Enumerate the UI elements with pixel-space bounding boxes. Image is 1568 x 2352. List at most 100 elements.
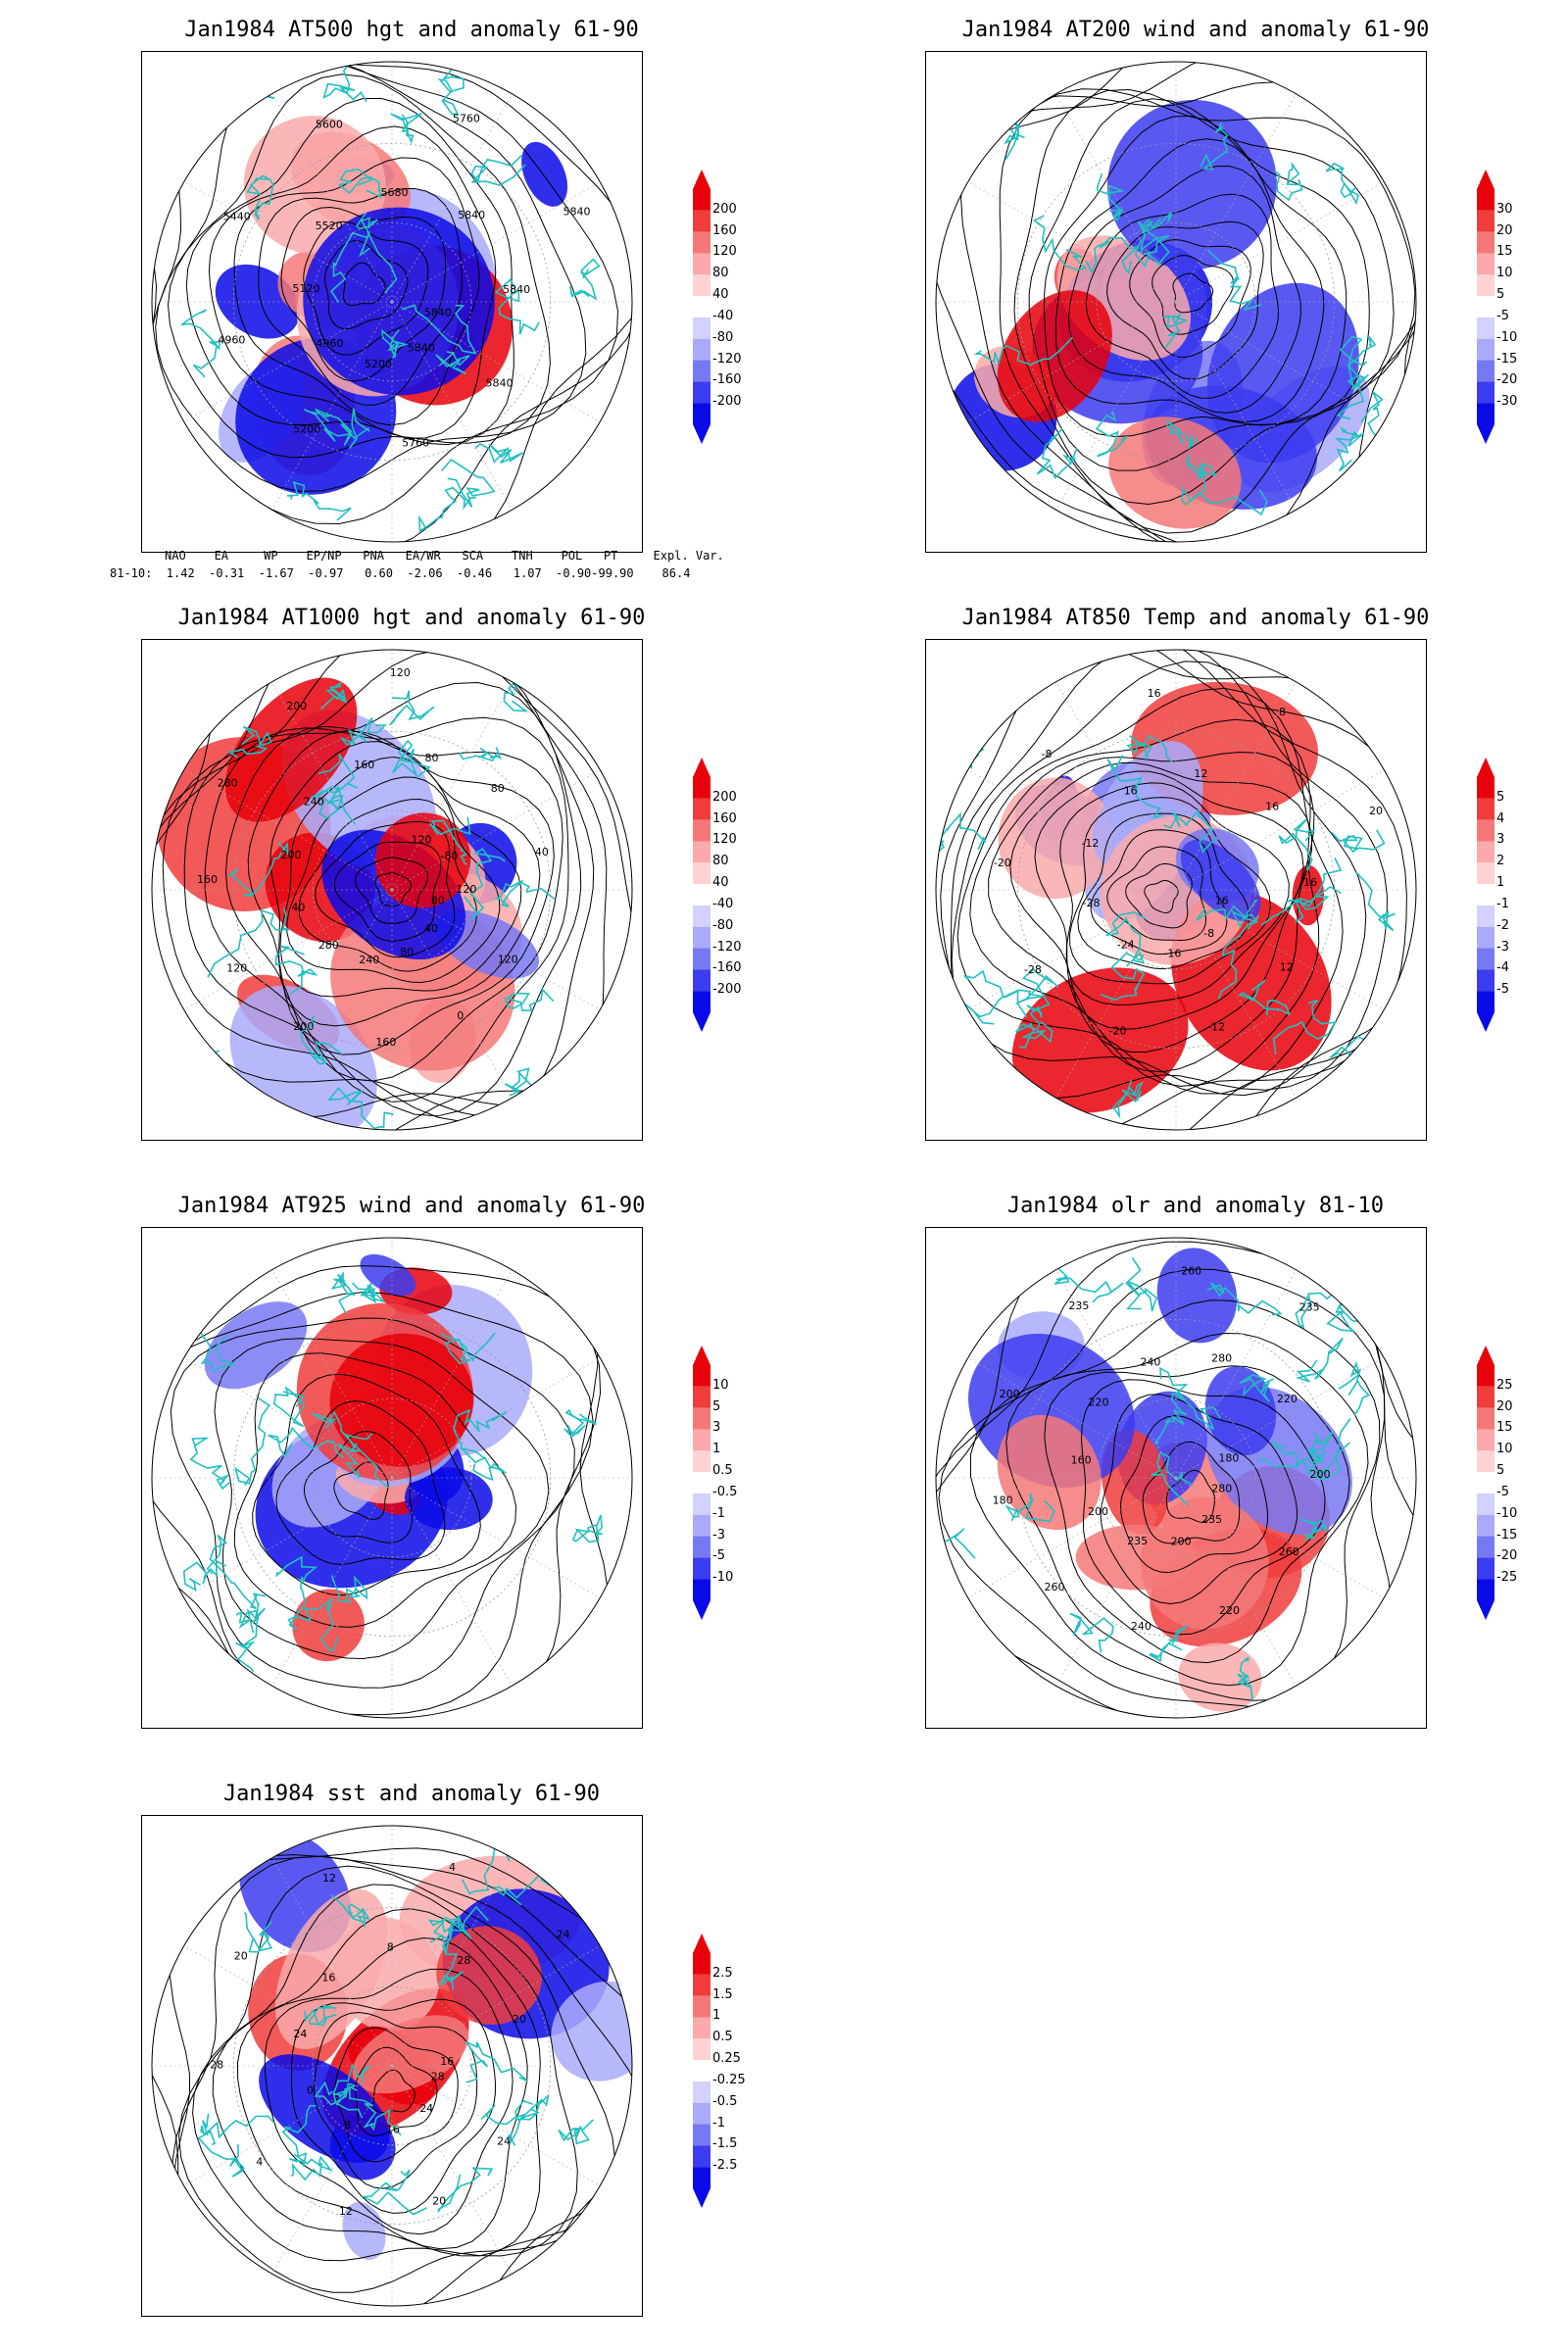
coastline: [1014, 1020, 1054, 1050]
colorbar-label: -120: [712, 939, 742, 955]
coastline: [439, 1937, 465, 1990]
coastline: [453, 1408, 508, 1448]
coastline: [459, 1446, 507, 1482]
contour-line: [183, 681, 582, 1117]
contour-line: [303, 220, 429, 356]
coastline: [332, 2062, 371, 2106]
contour-label: 5840: [564, 205, 591, 218]
coastline: [470, 154, 526, 186]
coastline: [962, 969, 1004, 1025]
contour-label: 220: [1089, 1396, 1109, 1409]
coastline: [200, 2113, 275, 2139]
colorbar-swatch: [693, 1953, 710, 1975]
coastline: [1100, 952, 1146, 1002]
contour-line: [372, 2069, 416, 2114]
contour-label: 160: [1071, 1453, 1092, 1466]
colorbar-swatch: [1477, 948, 1494, 970]
contour-label: 4960: [218, 334, 245, 347]
contour-label: 5840: [486, 377, 514, 390]
contour-line: [252, 1373, 481, 1596]
colorbar-label: -120: [712, 351, 742, 367]
colorbar-swatch: [1477, 381, 1494, 404]
coastline: [936, 811, 987, 854]
colorbar-label: -2.5: [712, 2158, 738, 2174]
coastline: [392, 739, 431, 779]
coastline: [494, 278, 540, 335]
contour-label: 12: [339, 2205, 353, 2218]
coastline: [459, 747, 502, 762]
coastline: [1237, 1656, 1253, 1701]
contour-label: 5760: [402, 437, 429, 450]
colorbar-swatch: [693, 1493, 710, 1515]
colorbar-label: 120: [712, 832, 737, 848]
colorbar-swatch: [693, 926, 710, 949]
contour-line: [1172, 272, 1214, 314]
colorbar-label: 5: [1496, 1463, 1505, 1479]
colorbar-swatch: [693, 338, 710, 361]
colorbar-swatch: [693, 841, 710, 863]
contour-label: 240: [304, 796, 324, 808]
coastline: [435, 351, 470, 375]
colorbar-swatch: [1477, 189, 1494, 211]
coastline: [1270, 1418, 1351, 1478]
contour-label: 24: [419, 2102, 433, 2115]
colorbar: 200 160 120 80 40 -40 -80 -120 -160 -200: [691, 170, 742, 448]
colorbar-swatch: [693, 1579, 710, 1600]
contour-line: [212, 1908, 541, 2257]
colorbar-label: -5: [1496, 982, 1509, 998]
contour-line: [247, 730, 555, 1055]
coastline: [571, 1514, 603, 1544]
contour-line: [1119, 1414, 1268, 1574]
colorbar-swatch: [1477, 231, 1494, 254]
coastline: [1299, 1517, 1328, 1541]
coastline: [1196, 899, 1259, 929]
colorbar-swatch: [693, 2145, 710, 2168]
coastline: [211, 78, 275, 100]
contour-label: 280: [218, 776, 238, 789]
coastline: [447, 1905, 489, 1940]
coastline: [315, 408, 370, 450]
contour-label: 240: [1131, 1620, 1152, 1633]
contour-label: 180: [993, 1494, 1013, 1507]
contour-line: [1069, 797, 1271, 985]
anomaly-shading: [521, 141, 568, 207]
contour-line: [1044, 1365, 1350, 1664]
coastline: [440, 459, 496, 508]
contour-label: 200: [1171, 1535, 1192, 1547]
polar-map: [141, 1227, 643, 1729]
colorbar-swatch: [693, 360, 710, 382]
contour-label: 40: [535, 846, 549, 858]
coastline: [1022, 968, 1054, 1029]
contour-label: 20: [432, 2195, 446, 2208]
map-svg: 16 12 -8 -12 -16 -20 -24 -28 -28 -20 -12 -8 16 16 12 8 1…: [935, 649, 1417, 1131]
panel-title: Jan1984 AT500 hgt and anomaly 61-90: [184, 18, 639, 42]
contour-label: 8: [344, 2119, 351, 2132]
coastline: [1206, 1282, 1283, 1316]
contour-label: 28: [457, 1954, 470, 1967]
coastline: [1032, 215, 1087, 271]
colorbar-swatch: [1477, 1407, 1494, 1430]
contour-label: -12: [1081, 837, 1099, 850]
colorbar-swatch: [693, 296, 710, 318]
colorbar-label: 1: [1496, 875, 1505, 891]
contour-label: 16: [1215, 895, 1229, 907]
contour-label: 240: [359, 954, 379, 966]
contour-label: -20: [994, 857, 1011, 869]
panel-hgt1000: Jan1984 AT1000 hgt and anomaly 61-90 80 1…: [137, 606, 742, 1154]
coastline: [322, 62, 368, 103]
anomaly-shading: [1140, 1496, 1269, 1630]
coastline: [1295, 1337, 1344, 1383]
contour-line: [1054, 138, 1325, 423]
contour-label: 120: [498, 953, 518, 965]
contour-label: 5840: [408, 342, 435, 355]
contour-label: 20: [1369, 805, 1383, 817]
colorbar-label: 40: [712, 875, 729, 891]
coastline: [1338, 1360, 1371, 1416]
contour-label: 12: [1280, 960, 1294, 973]
colorbar-swatch: [1477, 1429, 1494, 1451]
panel-sst: Jan1984 sst and anomaly 61-90 28 24 24 20 16…: [137, 1782, 746, 2330]
contour-line: [208, 125, 497, 439]
contour-line: [950, 650, 1388, 1100]
colorbar-label: -80: [712, 917, 734, 933]
colorbar-swatch: [693, 819, 710, 842]
